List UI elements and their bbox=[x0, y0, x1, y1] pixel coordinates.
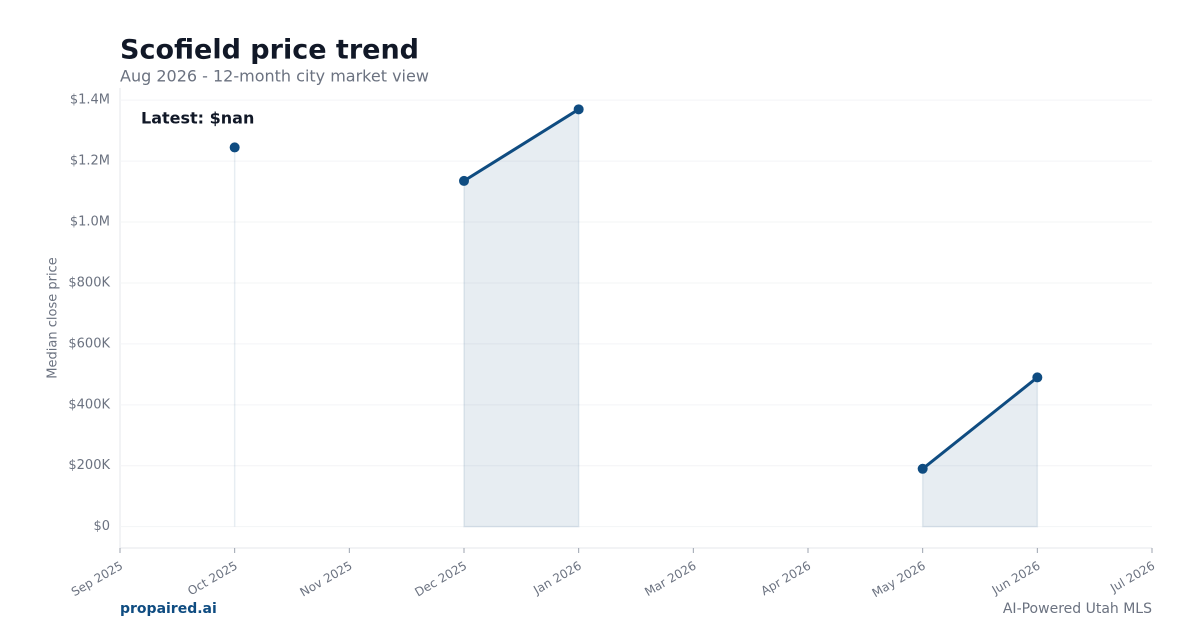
x-tick-label: Apr 2026 bbox=[759, 559, 814, 599]
x-tick-label: Jun 2026 bbox=[989, 559, 1043, 598]
x-tick-label: Mar 2026 bbox=[642, 559, 698, 600]
y-tick-label: $200K bbox=[68, 458, 110, 473]
footer-brand: propaired.ai bbox=[120, 601, 217, 617]
y-tick-label: $1.2M bbox=[70, 154, 110, 169]
x-tick-label: Oct 2025 bbox=[185, 559, 240, 599]
annotation: Latest: $nan bbox=[141, 109, 254, 128]
y-tick-label: $600K bbox=[68, 336, 110, 351]
line bbox=[921, 376, 1039, 470]
y-axis-label: Median close price bbox=[46, 257, 61, 378]
line bbox=[463, 108, 580, 183]
x-tick-label: Jul 2026 bbox=[1107, 559, 1157, 596]
y-tick-label: $1.0M bbox=[70, 215, 110, 230]
y-tick-label: $400K bbox=[68, 397, 110, 412]
point bbox=[1032, 372, 1043, 383]
chart-title: Scofield price trend bbox=[120, 35, 419, 66]
footer-note: AI-Powered Utah MLS bbox=[1003, 601, 1152, 617]
area bbox=[921, 375, 1039, 528]
x-tick-label: Jan 2026 bbox=[530, 559, 584, 598]
x-tick-label: Dec 2025 bbox=[412, 559, 469, 600]
y-tick-label: $1.4M bbox=[70, 93, 110, 108]
point bbox=[573, 104, 584, 115]
x-tick-label: May 2026 bbox=[870, 559, 928, 601]
x-tick-label: Nov 2025 bbox=[298, 559, 355, 600]
chart-subtitle: Aug 2026 - 12-month city market view bbox=[120, 67, 429, 86]
x-tick-label: Sep 2025 bbox=[69, 559, 125, 600]
y-tick-label: $0 bbox=[93, 519, 110, 534]
point bbox=[459, 175, 469, 186]
point bbox=[917, 463, 928, 474]
point bbox=[229, 142, 240, 153]
y-tick-label: $800K bbox=[68, 275, 110, 290]
